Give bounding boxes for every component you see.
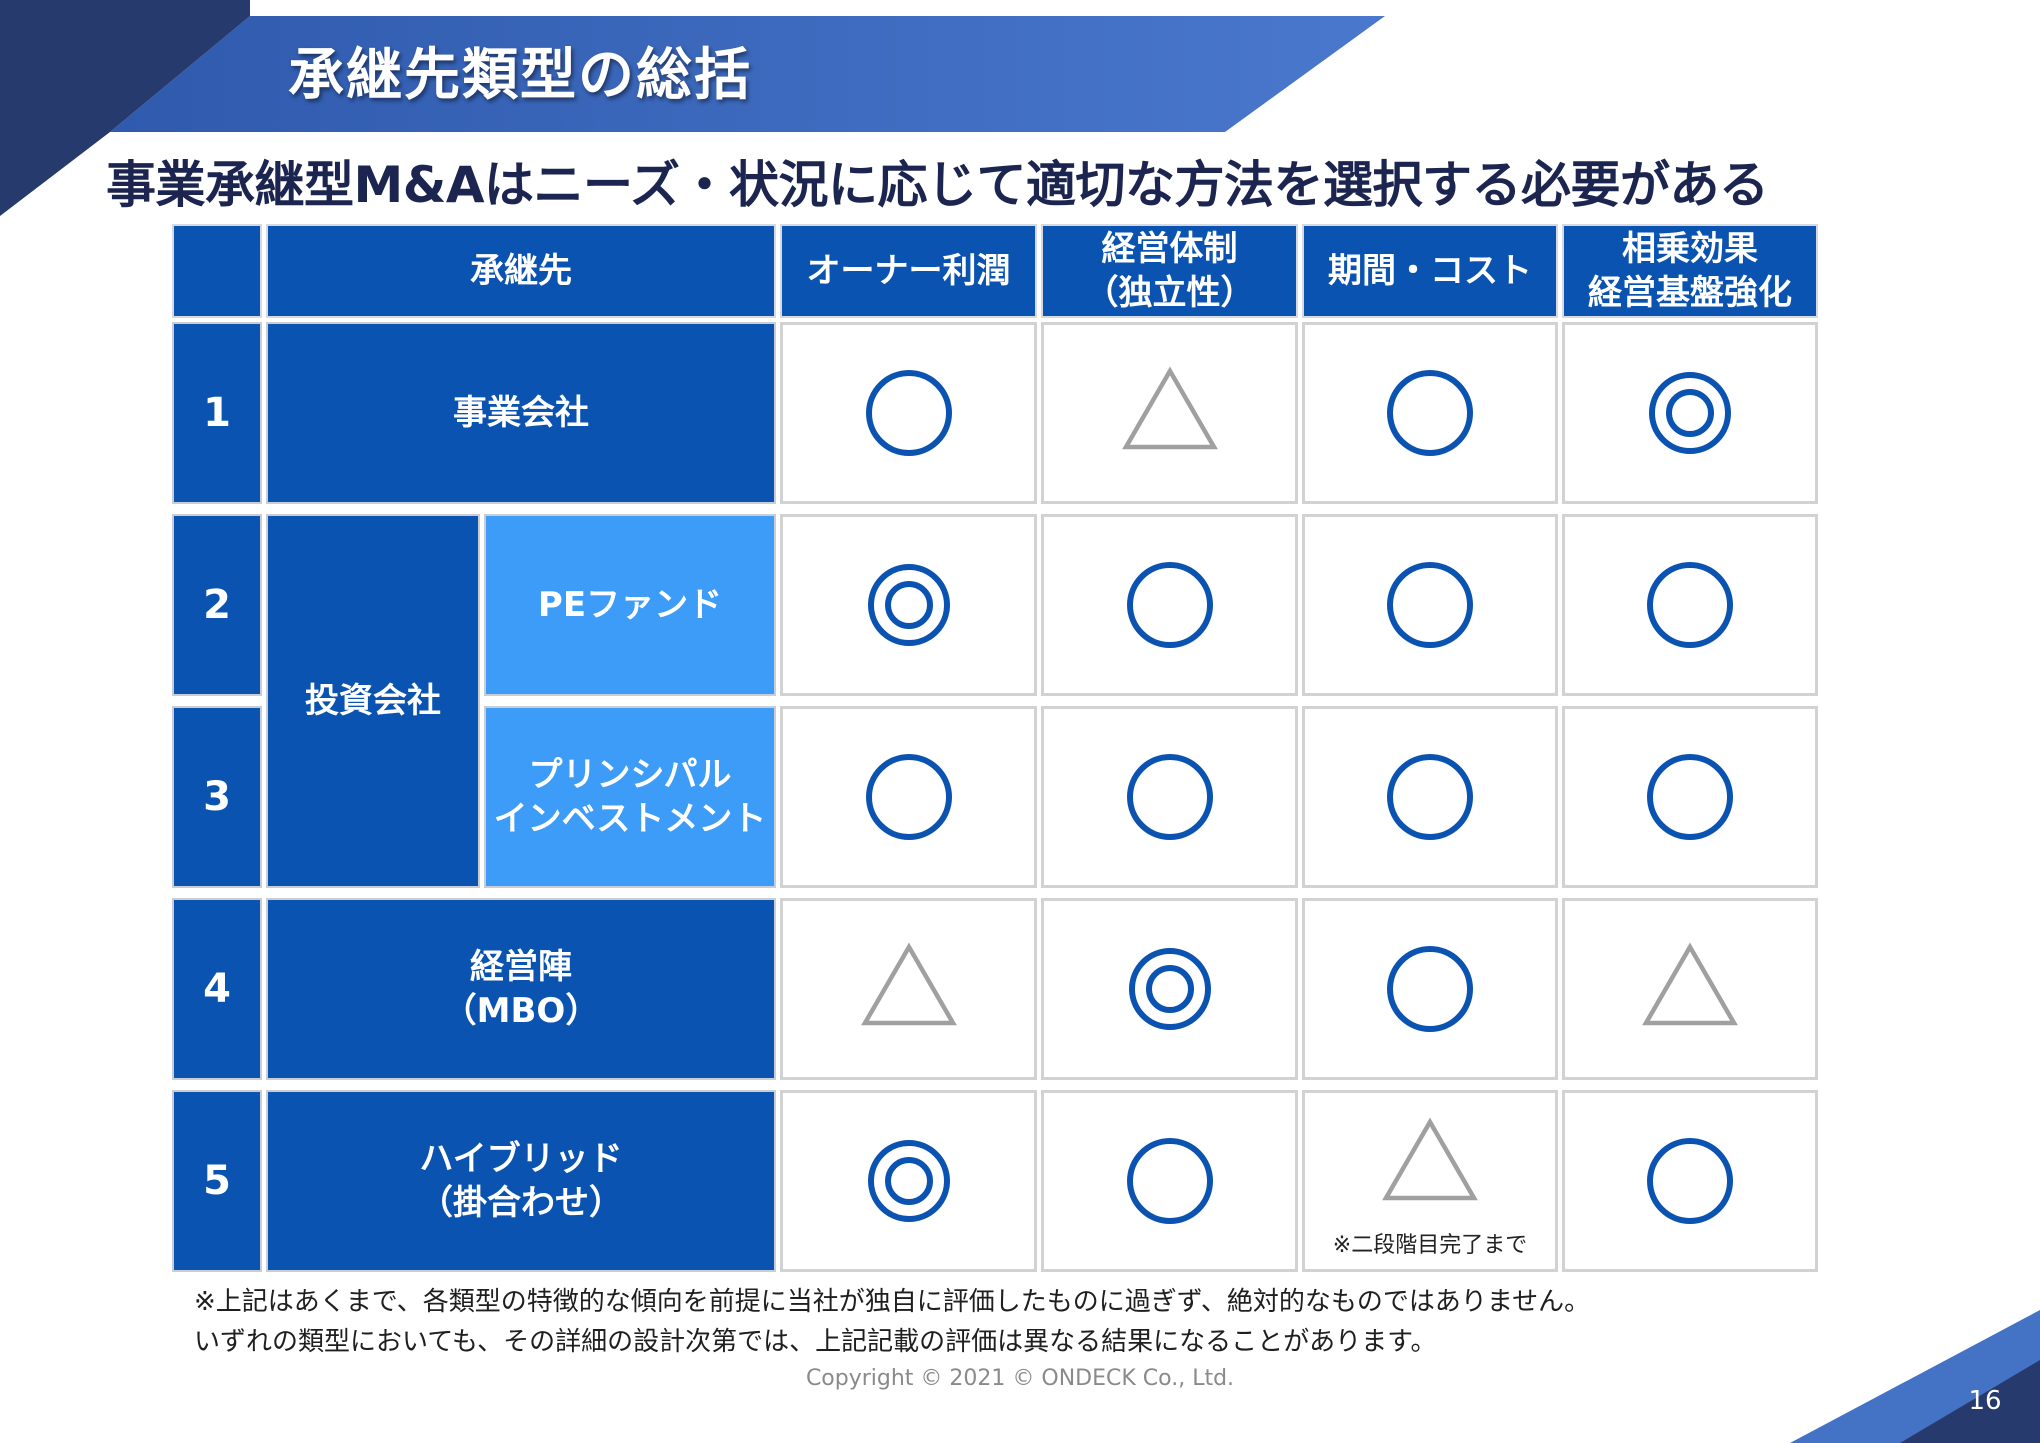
page-title: 承継先類型の総括 bbox=[288, 43, 752, 108]
triangle-icon bbox=[1382, 1117, 1478, 1201]
triangle-icon bbox=[860, 942, 957, 1026]
rating-cell bbox=[1562, 898, 1818, 1080]
rating-cell bbox=[1041, 1090, 1298, 1272]
column-header-successor-label: 承継先 bbox=[470, 251, 572, 291]
row-number: 1 bbox=[172, 322, 262, 504]
rating-cell bbox=[1041, 706, 1298, 888]
rating-cell bbox=[1302, 706, 1558, 888]
circle-icon bbox=[1387, 370, 1473, 456]
circle-icon bbox=[1647, 1138, 1733, 1224]
column-header-owner-profit-label: オーナー利潤 bbox=[806, 251, 1011, 291]
rating-cell bbox=[780, 898, 1037, 1080]
column-header-management: 経営体制 （独立性） bbox=[1041, 224, 1298, 318]
triangle-icon bbox=[1121, 366, 1218, 450]
rating-cell bbox=[1562, 322, 1818, 504]
page-number: 16 bbox=[1968, 1386, 2002, 1416]
row-number: 5 bbox=[172, 1090, 262, 1272]
rating-cell bbox=[1302, 898, 1558, 1080]
rating-cell bbox=[1041, 898, 1298, 1080]
successor-name: プリンシパル インベストメント bbox=[484, 706, 776, 888]
circle-icon bbox=[865, 754, 952, 840]
rating-cell bbox=[1562, 1090, 1818, 1272]
footnote: ※上記はあくまで、各類型の特徴的な傾向を前提に当社が独自に評価したものに過ぎず、… bbox=[194, 1282, 1590, 1362]
rating-note: ※二段階目完了まで bbox=[1332, 1233, 1528, 1258]
column-header-management-label: 経営体制 （独立性） bbox=[1084, 229, 1255, 313]
successor-name: 経営陣 （MBO） bbox=[266, 898, 776, 1080]
rating-cell bbox=[780, 1090, 1037, 1272]
column-header-successor: 承継先 bbox=[266, 224, 776, 318]
title-banner bbox=[0, 0, 1385, 216]
double-circle-icon bbox=[867, 1140, 950, 1222]
rating-cell bbox=[1302, 514, 1558, 696]
page-subtitle: 事業承継型M&Aはニーズ・状況に応じて適切な方法を選択する必要がある bbox=[106, 156, 1769, 214]
rating-cell bbox=[1562, 706, 1818, 888]
circle-icon bbox=[1126, 562, 1213, 648]
rating-cell bbox=[1562, 514, 1818, 696]
circle-icon bbox=[1647, 562, 1733, 648]
double-circle-icon bbox=[1128, 948, 1211, 1030]
triangle-icon bbox=[1642, 942, 1738, 1026]
group-label-investment-company: 投資会社 bbox=[266, 514, 480, 888]
rating-cell bbox=[780, 706, 1037, 888]
rating-cell bbox=[780, 514, 1037, 696]
column-header-period-cost-label: 期間・コスト bbox=[1328, 251, 1532, 291]
circle-icon bbox=[1387, 562, 1473, 648]
double-circle-icon bbox=[867, 564, 950, 646]
column-header-owner-profit: オーナー利潤 bbox=[780, 224, 1037, 318]
row-number: 3 bbox=[172, 706, 262, 888]
successor-name: ハイブリッド （掛合わせ） bbox=[266, 1090, 776, 1272]
column-header-synergy: 相乗効果 経営基盤強化 bbox=[1562, 224, 1818, 318]
column-header-period-cost: 期間・コスト bbox=[1302, 224, 1558, 318]
column-header-synergy-label: 相乗効果 経営基盤強化 bbox=[1588, 229, 1792, 313]
circle-icon bbox=[1647, 754, 1733, 840]
circle-icon bbox=[1387, 754, 1473, 840]
footnote-line: ※上記はあくまで、各類型の特徴的な傾向を前提に当社が独自に評価したものに過ぎず、… bbox=[194, 1287, 1591, 1317]
successor-name: PEファンド bbox=[484, 514, 776, 696]
rating-cell bbox=[1041, 322, 1298, 504]
circle-icon bbox=[1387, 946, 1473, 1032]
rating-cell bbox=[780, 322, 1037, 504]
footnote-line: いずれの類型においても、その詳細の設計次第では、上記記載の評価は異なる結果になる… bbox=[194, 1327, 1437, 1357]
row-number: 2 bbox=[172, 514, 262, 696]
header-blank-cell bbox=[172, 224, 262, 318]
row-number: 4 bbox=[172, 898, 262, 1080]
rating-cell: ※二段階目完了まで bbox=[1302, 1090, 1558, 1272]
circle-icon bbox=[1126, 754, 1213, 840]
rating-cell bbox=[1041, 514, 1298, 696]
successor-name: 事業会社 bbox=[266, 322, 776, 504]
corner-decoration bbox=[1790, 1310, 2040, 1443]
copyright: Copyright © 2021 © ONDECK Co., Ltd. bbox=[805, 1366, 1235, 1391]
rating-cell bbox=[1302, 322, 1558, 504]
circle-icon bbox=[1126, 1138, 1213, 1224]
double-circle-icon bbox=[1649, 372, 1731, 454]
circle-icon bbox=[865, 370, 952, 456]
